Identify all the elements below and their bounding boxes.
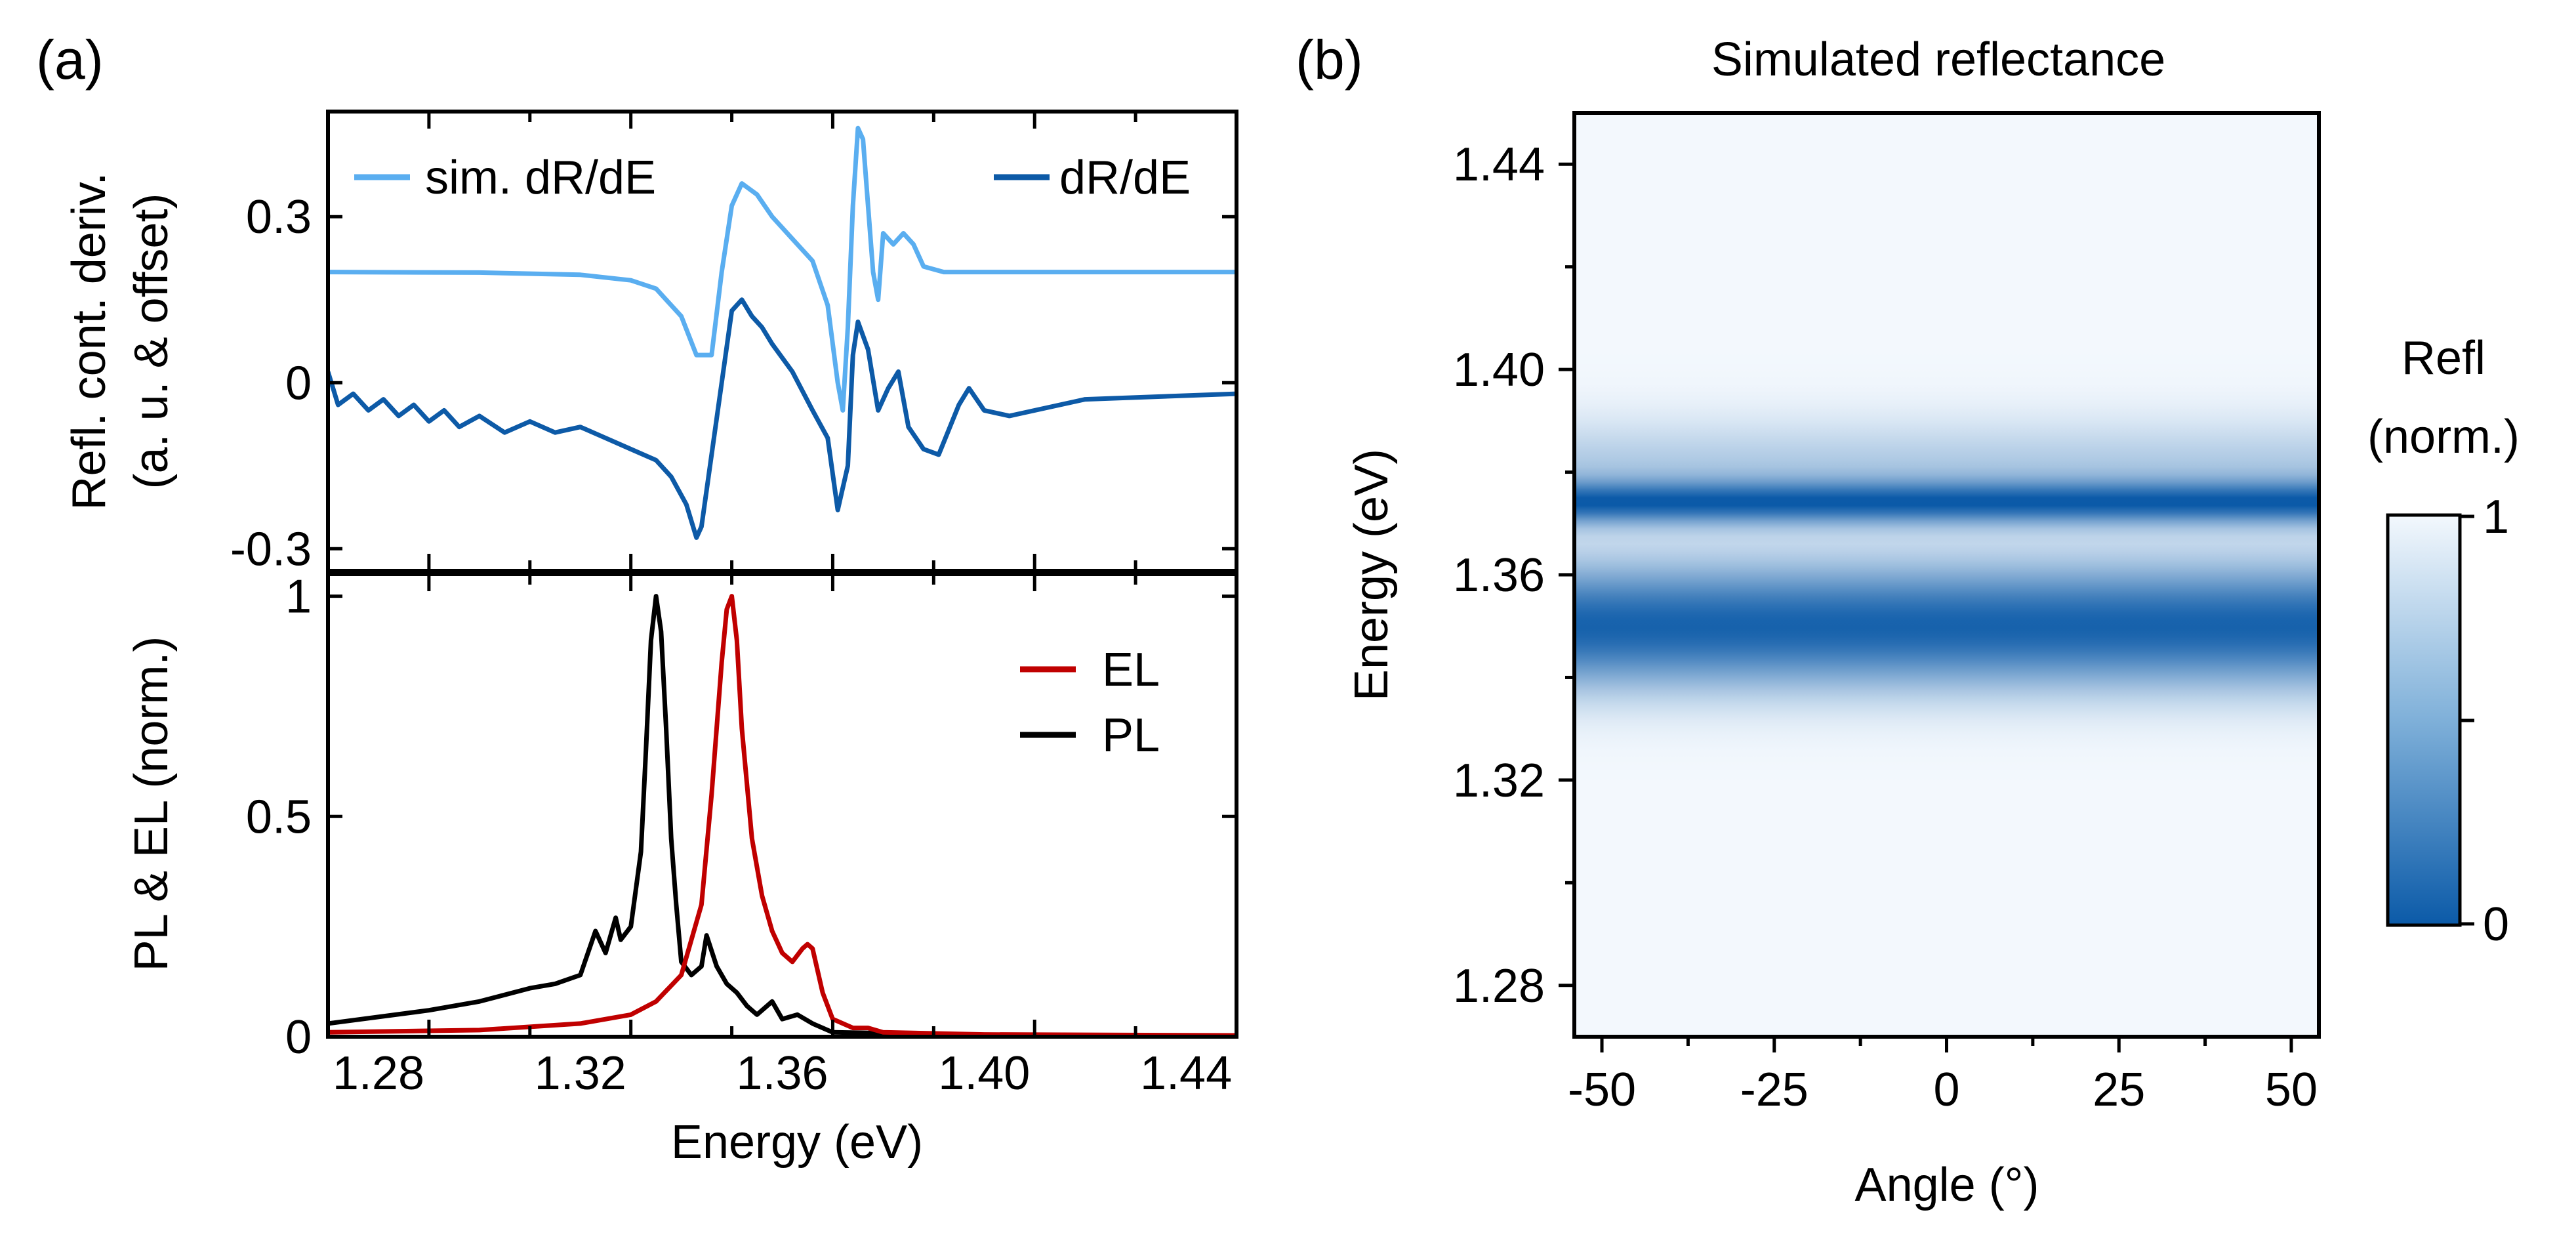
a-top-frame — [326, 110, 1238, 573]
a-bottom-y-ticks: 00.51 — [246, 571, 1237, 1064]
a-top-legend-label-sim: sim. dR/dE — [425, 152, 656, 204]
a-top-line-dRdE — [328, 297, 1237, 540]
a-bottom-frame — [326, 572, 1238, 1039]
b-ytick-label-4: 1.44 — [1453, 138, 1545, 191]
a-bottom-legend-label-el: EL — [1102, 644, 1160, 696]
b-ytick-label-2: 1.36 — [1453, 549, 1545, 602]
a-bottom-line-EL — [328, 594, 1237, 1037]
colorbar-min-label: 0 — [2483, 898, 2509, 951]
b-ytick-label-1: 1.32 — [1453, 755, 1545, 807]
colorbar-gradient — [2386, 513, 2462, 927]
a-top-ytick-label-1: 0 — [285, 357, 312, 409]
colorbar-max-label: 1 — [2483, 491, 2509, 543]
a-top-legend-label-exp: dR/dE — [1059, 152, 1191, 204]
panel-a-top: -0.3 0 0.3 Refl. cont. deriv. (a. u. & off… — [63, 110, 1238, 575]
a-top-series — [328, 125, 1237, 540]
a-top-line-sim-dRdE — [328, 125, 1237, 413]
a-bottom-line-PL — [328, 594, 1237, 1037]
a-bottom-xtick-label-2: 1.36 — [736, 1047, 828, 1100]
b-xtick-label-1: -25 — [1740, 1064, 1809, 1116]
b-heatmap — [1574, 113, 2319, 1037]
a-bottom-series — [328, 594, 1237, 1037]
colorbar: Refl (norm.) 1 0 — [2367, 332, 2520, 951]
a-top-ylabel-line1: Refl. cont. deriv. — [63, 173, 115, 510]
a-bottom-ytick-label-2: 1 — [285, 571, 312, 623]
a-top-y-ticks: -0.3 0 0.3 — [230, 191, 1237, 575]
b-x-ticks: -50 -25 0 25 50 — [1568, 1037, 2318, 1116]
a-top-x-ticks — [326, 112, 1238, 571]
a-bottom-legend-label-pl: PL — [1102, 709, 1160, 762]
panel-b: Simulated reflectance 1.281.321.361.401.… — [1345, 33, 2520, 1211]
a-bottom-xlabel: Energy (eV) — [671, 1116, 923, 1169]
panel-label-b: (b) — [1296, 29, 1363, 91]
a-top-ytick-label-0: -0.3 — [230, 523, 312, 575]
b-ylabel: Energy (eV) — [1345, 449, 1398, 701]
b-xtick-label-4: 50 — [2265, 1064, 2318, 1116]
b-xtick-label-0: -50 — [1568, 1064, 1636, 1116]
a-top-ytick-label-2: 0.3 — [246, 191, 312, 243]
a-bottom-ytick-label-0: 0 — [285, 1011, 312, 1064]
a-bottom-xtick-label-1: 1.32 — [535, 1047, 626, 1100]
a-bottom-ylabel: PL & EL (norm.) — [125, 636, 178, 972]
colorbar-label-line1: Refl — [2402, 332, 2485, 385]
a-bottom-x-ticks: 1.28 1.32 1.36 1.40 1.44 — [326, 574, 1238, 1100]
b-xtick-label-2: 0 — [1933, 1064, 1959, 1116]
a-bottom-xtick-label-0: 1.28 — [333, 1047, 424, 1100]
b-xtick-label-3: 25 — [2093, 1064, 2145, 1116]
panel-label-a: (a) — [36, 29, 104, 91]
b-ytick-label-3: 1.40 — [1453, 344, 1545, 396]
a-bottom-xtick-label-3: 1.40 — [938, 1047, 1030, 1100]
b-ytick-label-0: 1.28 — [1453, 960, 1545, 1012]
a-bottom-ytick-label-1: 0.5 — [246, 791, 312, 843]
a-top-ylabel-line2: (a. u. & offset) — [125, 194, 178, 489]
panel-a-bottom: 00.51 1.28 1.32 1.36 1.40 1.44 PL & EL (norm… — [125, 571, 1238, 1169]
b-title: Simulated reflectance — [1711, 33, 2165, 86]
colorbar-label-line2: (norm.) — [2367, 411, 2520, 463]
a-bottom-xtick-label-4: 1.44 — [1140, 1047, 1232, 1100]
b-y-ticks: 1.28 1.32 1.36 1.40 1.44 — [1453, 138, 1574, 1012]
b-xlabel: Angle (°) — [1855, 1159, 2039, 1211]
